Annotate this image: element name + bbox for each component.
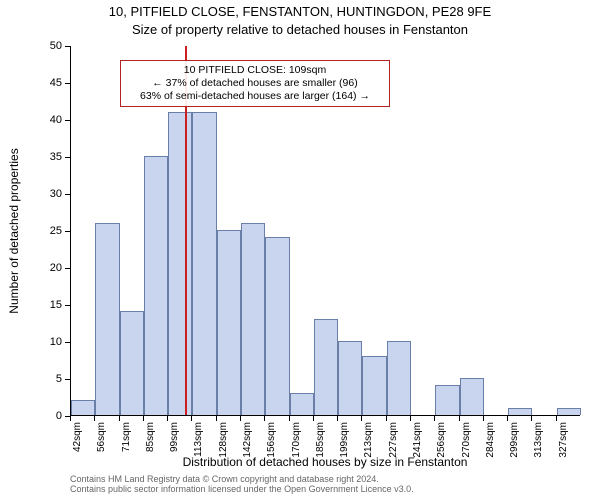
title-line-2: Size of property relative to detached ho…	[0, 22, 600, 37]
x-tick-label: 42sqm	[72, 422, 83, 472]
y-tick-mark	[65, 157, 70, 158]
y-tick-mark	[65, 342, 70, 343]
x-tick-label: 299sqm	[509, 422, 520, 472]
x-tick-label: 170sqm	[291, 422, 302, 472]
x-tick-label: 185sqm	[315, 422, 326, 472]
x-tick-label: 113sqm	[193, 422, 204, 472]
histogram-bar	[168, 112, 192, 415]
x-tick-mark	[410, 416, 411, 421]
annotation-line: 10 PITFIELD CLOSE: 109sqm	[127, 64, 383, 77]
y-tick-mark	[65, 268, 70, 269]
histogram-bar	[435, 385, 459, 415]
x-tick-label: 71sqm	[121, 422, 132, 472]
histogram-bar	[314, 319, 338, 415]
footer-attribution: Contains HM Land Registry data © Crown c…	[70, 474, 580, 495]
histogram-bar	[217, 230, 241, 415]
histogram-bar	[144, 156, 168, 415]
histogram-bar	[387, 341, 411, 415]
x-tick-label: 128sqm	[218, 422, 229, 472]
y-tick-mark	[65, 120, 70, 121]
footer-line-2: Contains public sector information licen…	[70, 484, 580, 494]
y-tick-label: 10	[0, 336, 62, 348]
histogram-bar	[71, 400, 95, 415]
x-tick-mark	[167, 416, 168, 421]
x-tick-label: 270sqm	[461, 422, 472, 472]
histogram-bar	[192, 112, 216, 415]
x-tick-mark	[216, 416, 217, 421]
y-tick-mark	[65, 231, 70, 232]
histogram-bar	[557, 408, 581, 415]
x-tick-mark	[337, 416, 338, 421]
x-tick-label: 227sqm	[388, 422, 399, 472]
x-tick-label: 256sqm	[436, 422, 447, 472]
y-tick-label: 50	[0, 40, 62, 52]
histogram-bar	[290, 393, 314, 415]
histogram-bar	[338, 341, 362, 415]
x-tick-label: 142sqm	[242, 422, 253, 472]
footer-line-1: Contains HM Land Registry data © Crown c…	[70, 474, 580, 484]
histogram-bar	[241, 223, 265, 415]
y-tick-label: 35	[0, 151, 62, 163]
x-tick-mark	[507, 416, 508, 421]
x-tick-mark	[313, 416, 314, 421]
chart-container: 10, PITFIELD CLOSE, FENSTANTON, HUNTINGD…	[0, 0, 600, 500]
y-tick-mark	[65, 46, 70, 47]
x-tick-mark	[361, 416, 362, 421]
x-tick-mark	[289, 416, 290, 421]
x-tick-mark	[531, 416, 532, 421]
annotation-line: 63% of semi-detached houses are larger (…	[127, 90, 383, 103]
x-tick-label: 213sqm	[363, 422, 374, 472]
y-tick-mark	[65, 83, 70, 84]
y-tick-label: 5	[0, 373, 62, 385]
histogram-bar	[265, 237, 289, 415]
histogram-bar	[362, 356, 386, 415]
histogram-bar	[120, 311, 144, 415]
y-tick-label: 30	[0, 188, 62, 200]
x-tick-mark	[143, 416, 144, 421]
x-tick-label: 156sqm	[266, 422, 277, 472]
y-tick-label: 25	[0, 225, 62, 237]
x-tick-mark	[240, 416, 241, 421]
x-tick-label: 199sqm	[339, 422, 350, 472]
x-tick-mark	[119, 416, 120, 421]
histogram-bar	[508, 408, 532, 415]
title-line-1: 10, PITFIELD CLOSE, FENSTANTON, HUNTINGD…	[0, 4, 600, 19]
y-tick-label: 45	[0, 77, 62, 89]
y-tick-mark	[65, 379, 70, 380]
x-tick-mark	[459, 416, 460, 421]
x-tick-label: 56sqm	[96, 422, 107, 472]
x-tick-label: 241sqm	[412, 422, 423, 472]
y-tick-label: 20	[0, 262, 62, 274]
x-tick-mark	[556, 416, 557, 421]
histogram-bar	[460, 378, 484, 415]
annotation-line: ← 37% of detached houses are smaller (96…	[127, 77, 383, 90]
x-tick-label: 327sqm	[558, 422, 569, 472]
y-tick-label: 15	[0, 299, 62, 311]
y-tick-label: 40	[0, 114, 62, 126]
x-tick-label: 99sqm	[169, 422, 180, 472]
x-tick-mark	[264, 416, 265, 421]
x-tick-label: 313sqm	[533, 422, 544, 472]
x-tick-mark	[483, 416, 484, 421]
annotation-callout: 10 PITFIELD CLOSE: 109sqm← 37% of detach…	[120, 60, 390, 107]
x-tick-label: 284sqm	[485, 422, 496, 472]
x-tick-mark	[191, 416, 192, 421]
x-tick-label: 85sqm	[145, 422, 156, 472]
y-tick-mark	[65, 194, 70, 195]
y-tick-mark	[65, 305, 70, 306]
x-tick-mark	[70, 416, 71, 421]
x-tick-mark	[434, 416, 435, 421]
x-tick-mark	[94, 416, 95, 421]
histogram-bar	[95, 223, 119, 415]
y-tick-label: 0	[0, 410, 62, 422]
x-tick-mark	[386, 416, 387, 421]
